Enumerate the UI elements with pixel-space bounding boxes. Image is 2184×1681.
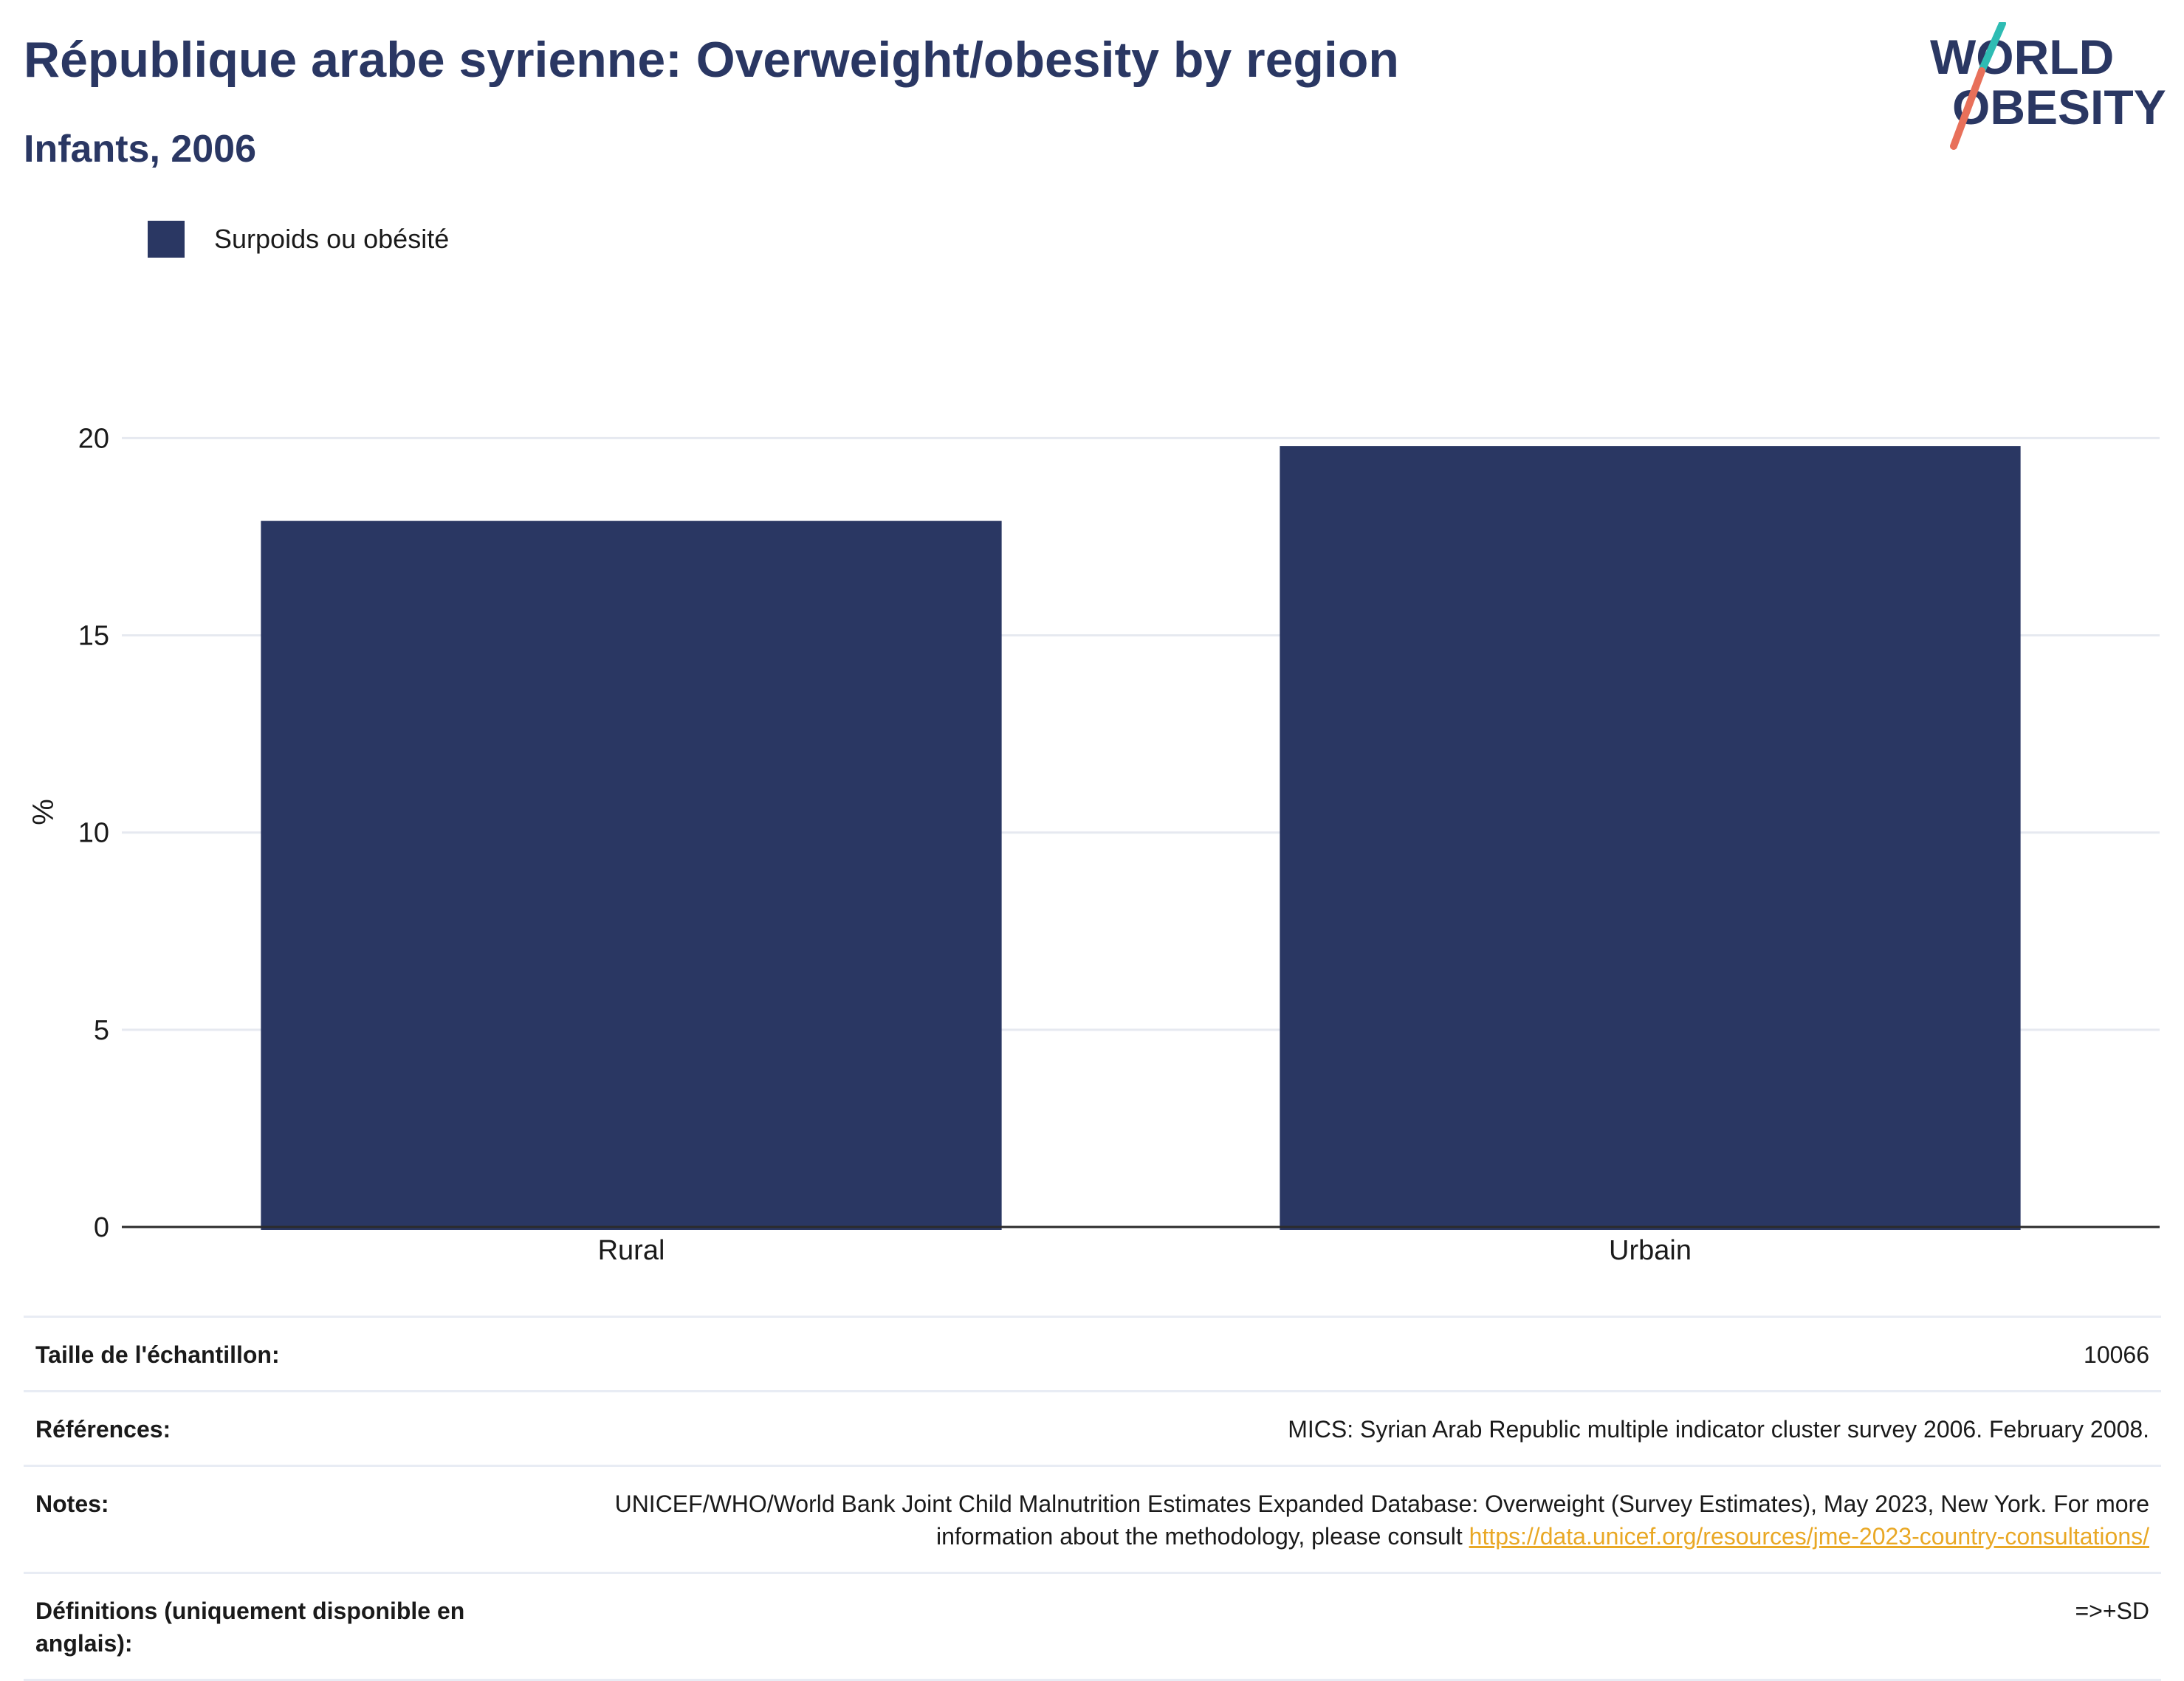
legend-label: Surpoids ou obésité [214, 224, 450, 254]
chart-title: République arabe syrienne: Overweight/ob… [24, 32, 1399, 88]
methodology-link[interactable]: https://data.unicef.org/resources/jme-20… [1469, 1523, 2149, 1550]
logo-line1: WORLD [1930, 30, 2114, 84]
chart-subtitle: Infants, 2006 [24, 128, 257, 171]
x-tick-label: Rural [598, 1235, 665, 1266]
notes-row: Notes: UNICEF/WHO/World Bank Joint Child… [24, 1465, 2161, 1572]
y-tick-label: 15 [78, 621, 109, 652]
definitions-label: Définitions (uniquement disponible en an… [35, 1598, 465, 1657]
legend[interactable]: Surpoids ou obésité [148, 219, 449, 260]
y-tick-label: 10 [78, 818, 109, 849]
x-tick-label: Urbain [1609, 1235, 1692, 1266]
axes: 0 5 10 15 20 Rural Urbain% [27, 423, 2160, 1266]
bar-chart: 0 5 10 15 20 Rural Urbain% [27, 423, 2160, 1266]
info-table: Taille de l'échantillon: 10066 Référence… [24, 1316, 2161, 1681]
references-value: MICS: Syrian Arab Republic multiple indi… [1288, 1416, 2149, 1443]
notes-label: Notes: [35, 1491, 109, 1517]
sample-size-value: 10066 [2084, 1341, 2149, 1368]
y-axis-title: % [27, 799, 60, 825]
logo-slash-teal [1978, 22, 2006, 75]
sample-size-row: Taille de l'échantillon: 10066 [24, 1316, 2161, 1390]
references-row: Références: MICS: Syrian Arab Republic m… [24, 1390, 2161, 1465]
bar-rural [261, 520, 1002, 1230]
definitions-value: =>+SD [2075, 1598, 2149, 1624]
legend-swatch [148, 221, 185, 258]
bar-urbain [1280, 446, 2021, 1230]
y-tick-label: 0 [94, 1212, 109, 1243]
bars [261, 446, 2021, 1230]
logo-line2: OBESITY [1952, 80, 2166, 134]
y-tick-label: 5 [94, 1015, 109, 1046]
world-obesity-logo: WORLD OBESITY [1930, 22, 2166, 150]
y-tick-label: 20 [78, 423, 109, 454]
notes-value: UNICEF/WHO/World Bank Joint Child Malnut… [584, 1488, 2149, 1553]
notes-text: UNICEF/WHO/World Bank Joint Child Malnut… [614, 1491, 2149, 1550]
logo-slash-coral [1950, 67, 1985, 150]
sample-size-label: Taille de l'échantillon: [35, 1341, 280, 1368]
references-label: Références: [35, 1416, 171, 1443]
